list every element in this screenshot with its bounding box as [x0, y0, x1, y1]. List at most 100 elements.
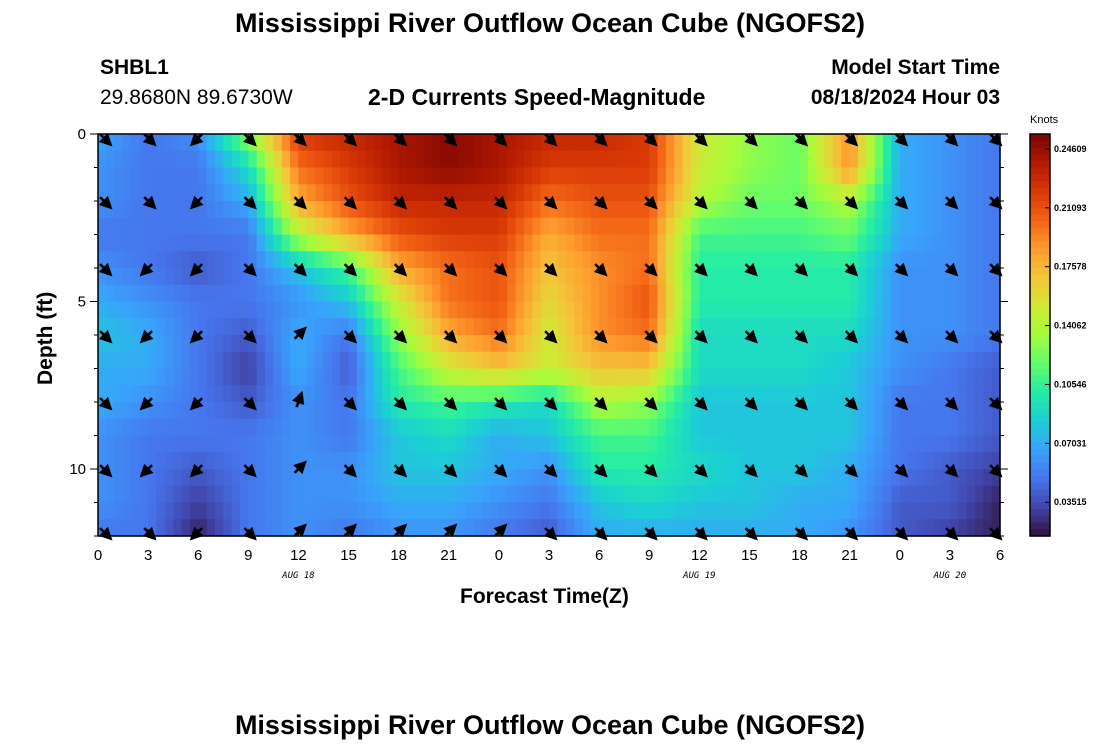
heatmap-cell: [624, 485, 634, 504]
heatmap-cell: [248, 184, 258, 202]
heatmap-cell: [340, 234, 350, 252]
heatmap-cell: [841, 201, 851, 219]
heatmap-cell: [557, 335, 567, 353]
heatmap-cell: [348, 485, 358, 504]
heatmap-cell: [682, 385, 692, 403]
heatmap-cell: [106, 184, 116, 202]
heatmap-cell: [590, 167, 600, 185]
heatmap-cell: [841, 435, 851, 453]
current-arrow: [543, 329, 558, 344]
heatmap-cell: [933, 284, 943, 303]
heatmap-cell: [323, 351, 333, 370]
heatmap-cell: [290, 418, 300, 437]
heatmap-cell: [473, 485, 483, 504]
heatmap-cell: [448, 519, 458, 537]
heatmap-cell: [440, 435, 450, 453]
heatmap-cell: [189, 435, 199, 453]
heatmap-cell: [807, 251, 817, 269]
heatmap-cell: [515, 268, 525, 286]
heatmap-cell: [841, 150, 851, 169]
heatmap-cell: [899, 284, 909, 303]
heatmap-cell: [899, 469, 909, 487]
heatmap-cell: [557, 184, 567, 202]
heatmap-cell: [114, 402, 124, 420]
heatmap-cell: [791, 502, 801, 520]
heatmap-cell: [415, 217, 425, 236]
heatmap-cell: [632, 134, 642, 152]
heatmap-cell: [365, 452, 375, 470]
heatmap-cell: [331, 134, 341, 152]
heatmap-cell: [482, 150, 492, 169]
heatmap-cell: [574, 150, 584, 169]
heatmap-cell: [415, 402, 425, 420]
heatmap-cell: [223, 435, 233, 453]
heatmap-cell: [239, 335, 249, 353]
heatmap-cell: [749, 485, 759, 504]
heatmap-cell: [791, 519, 801, 537]
heatmap-cell: [482, 402, 492, 420]
heatmap-cell: [908, 284, 918, 303]
heatmap-cell: [181, 150, 191, 169]
heatmap-cell: [983, 351, 993, 370]
heatmap-cell: [114, 485, 124, 504]
heatmap-cell: [883, 452, 893, 470]
heatmap-cell: [523, 435, 533, 453]
current-arrow: [291, 390, 305, 408]
heatmap-cell: [557, 402, 567, 420]
heatmap-cell: [632, 201, 642, 219]
current-arrow: [894, 463, 909, 478]
heatmap-cell: [899, 418, 909, 437]
heatmap-cell: [148, 351, 158, 370]
heatmap-cell: [490, 435, 500, 453]
heatmap-cell: [891, 351, 901, 370]
heatmap-cell: [941, 435, 951, 453]
heatmap-cell: [473, 435, 483, 453]
heatmap-cell: [983, 452, 993, 470]
heatmap-cell: [632, 485, 642, 504]
current-arrow: [98, 262, 113, 277]
heatmap-cell: [415, 469, 425, 487]
current-arrow: [988, 329, 1003, 344]
heatmap-cell: [239, 217, 249, 236]
heatmap-cell: [273, 519, 283, 537]
heatmap-cell: [198, 402, 208, 420]
heatmap-cell: [490, 184, 500, 202]
heatmap-cell: [866, 418, 876, 437]
heatmap-cell: [640, 150, 650, 169]
heatmap-cell: [874, 402, 884, 420]
heatmap-cell: [899, 217, 909, 236]
x-date-label: AUG 18: [281, 571, 315, 581]
heatmap-cell: [239, 184, 249, 202]
heatmap-cell: [465, 385, 475, 403]
heatmap-cell: [983, 435, 993, 453]
heatmap-cell: [624, 469, 634, 487]
heatmap-cell: [106, 201, 116, 219]
heatmap-cell: [874, 335, 884, 353]
heatmap-cell: [298, 301, 308, 319]
heatmap-cell: [273, 167, 283, 185]
heatmap-cell: [448, 418, 458, 437]
heatmap-cell: [816, 452, 826, 470]
heatmap-cell: [256, 402, 266, 420]
heatmap-cell: [114, 217, 124, 236]
heatmap-cell: [540, 351, 550, 370]
heatmap-cell: [214, 301, 224, 319]
heatmap-cell: [908, 469, 918, 487]
heatmap-cell: [540, 268, 550, 286]
heatmap-cell: [540, 335, 550, 353]
heatmap-cell: [131, 368, 141, 386]
heatmap-cell: [866, 335, 876, 353]
heatmap-cell: [139, 469, 149, 487]
heatmap-cell: [582, 318, 592, 336]
heatmap-cell: [632, 284, 642, 303]
heatmap-cell: [665, 184, 675, 202]
heatmap-cell: [883, 318, 893, 336]
colorbar-swatch: [1030, 435, 1050, 443]
heatmap-cell: [816, 268, 826, 286]
heatmap-cell: [273, 318, 283, 336]
heatmap-cell: [899, 134, 909, 152]
heatmap-cell: [941, 485, 951, 504]
heatmap-cell: [757, 217, 767, 236]
heatmap-cell: [632, 234, 642, 252]
heatmap-cell: [557, 385, 567, 403]
